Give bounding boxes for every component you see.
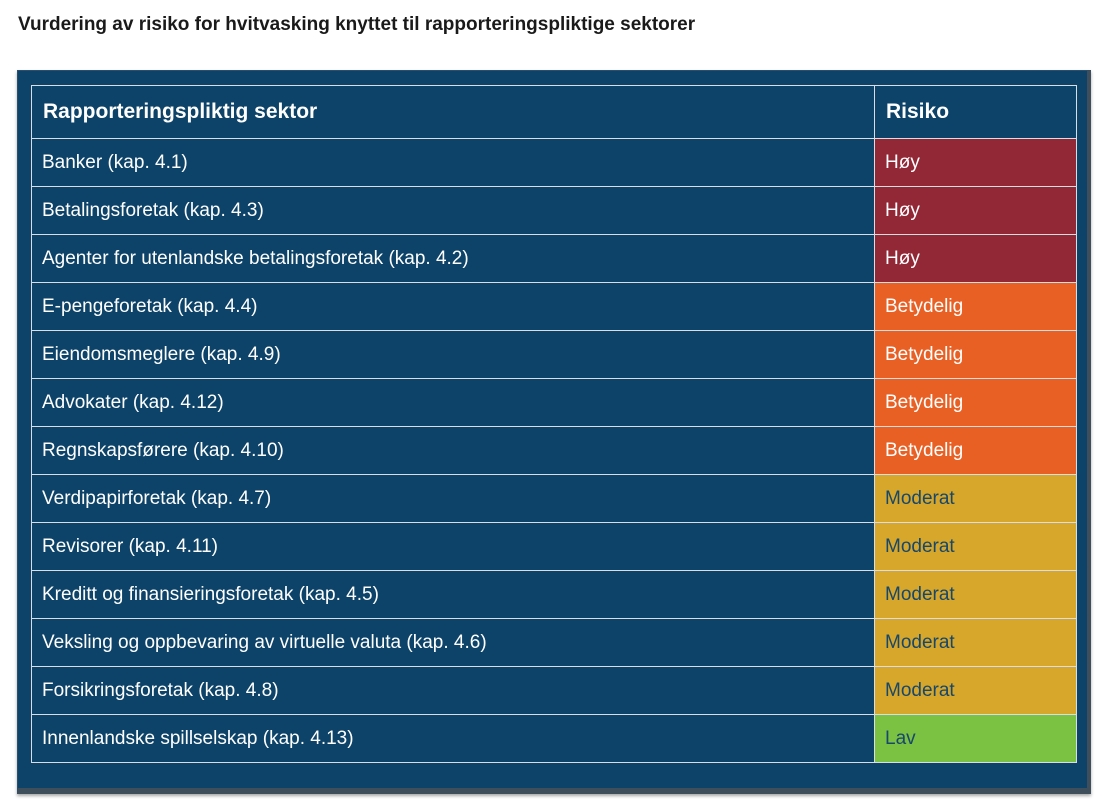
risk-cell: Høy	[874, 234, 1077, 283]
table-row: Regnskapsførere (kap. 4.10) Betydelig	[31, 426, 1077, 475]
sector-cell: Advokater (kap. 4.12)	[31, 378, 875, 427]
risk-cell: Lav	[874, 714, 1077, 763]
column-header-risk: Risiko	[874, 85, 1077, 139]
table-header-row: Rapporteringspliktig sektor Risiko	[31, 85, 1077, 139]
table-row: Verdipapirforetak (kap. 4.7) Moderat	[31, 474, 1077, 523]
risk-cell: Betydelig	[874, 426, 1077, 475]
sector-cell: Innenlandske spillselskap (kap. 4.13)	[31, 714, 875, 763]
sector-cell: Betalingsforetak (kap. 4.3)	[31, 186, 875, 235]
risk-table: Rapporteringspliktig sektor Risiko Banke…	[31, 85, 1077, 763]
table-row: Banker (kap. 4.1) Høy	[31, 138, 1077, 187]
table-row: Eiendomsmeglere (kap. 4.9) Betydelig	[31, 330, 1077, 379]
column-header-sector: Rapporteringspliktig sektor	[31, 85, 875, 139]
risk-cell: Moderat	[874, 618, 1077, 667]
table-row: Veksling og oppbevaring av virtuelle val…	[31, 618, 1077, 667]
risk-cell: Høy	[874, 186, 1077, 235]
risk-cell: Moderat	[874, 570, 1077, 619]
sector-cell: Eiendomsmeglere (kap. 4.9)	[31, 330, 875, 379]
table-row: Advokater (kap. 4.12) Betydelig	[31, 378, 1077, 427]
risk-cell: Moderat	[874, 666, 1077, 715]
sector-cell: Regnskapsførere (kap. 4.10)	[31, 426, 875, 475]
risk-cell: Betydelig	[874, 282, 1077, 331]
risk-cell: Moderat	[874, 474, 1077, 523]
sector-cell: Forsikringsforetak (kap. 4.8)	[31, 666, 875, 715]
sector-cell: Kreditt og finansieringsforetak (kap. 4.…	[31, 570, 875, 619]
risk-table-panel: Rapporteringspliktig sektor Risiko Banke…	[17, 70, 1091, 794]
sector-cell: Revisorer (kap. 4.11)	[31, 522, 875, 571]
page-title: Vurdering av risiko for hvitvasking knyt…	[18, 14, 696, 35]
table-row: Agenter for utenlandske betalingsforetak…	[31, 234, 1077, 283]
risk-cell: Moderat	[874, 522, 1077, 571]
sector-cell: Veksling og oppbevaring av virtuelle val…	[31, 618, 875, 667]
table-row: Forsikringsforetak (kap. 4.8) Moderat	[31, 666, 1077, 715]
table-row: Kreditt og finansieringsforetak (kap. 4.…	[31, 570, 1077, 619]
table-row: E-pengeforetak (kap. 4.4) Betydelig	[31, 282, 1077, 331]
risk-cell: Betydelig	[874, 378, 1077, 427]
sector-cell: Verdipapirforetak (kap. 4.7)	[31, 474, 875, 523]
table-row: Betalingsforetak (kap. 4.3) Høy	[31, 186, 1077, 235]
sector-cell: Agenter for utenlandske betalingsforetak…	[31, 234, 875, 283]
table-row: Revisorer (kap. 4.11) Moderat	[31, 522, 1077, 571]
sector-cell: Banker (kap. 4.1)	[31, 138, 875, 187]
risk-cell: Betydelig	[874, 330, 1077, 379]
risk-cell: Høy	[874, 138, 1077, 187]
table-row: Innenlandske spillselskap (kap. 4.13) La…	[31, 714, 1077, 763]
sector-cell: E-pengeforetak (kap. 4.4)	[31, 282, 875, 331]
